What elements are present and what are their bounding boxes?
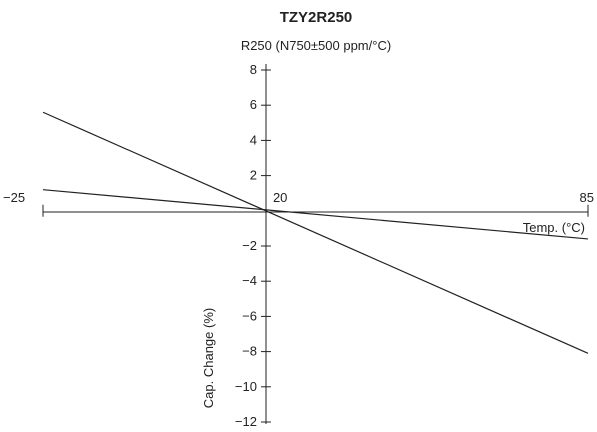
- x-axis-title: Temp. (°C): [523, 220, 585, 235]
- y-tick-label: −2: [242, 238, 257, 253]
- chart-subtitle: R250 (N750±500 ppm/°C): [241, 38, 391, 53]
- y-tick-label: −10: [235, 379, 257, 394]
- x-tick-label: −25: [3, 190, 25, 205]
- y-tick-label: −6: [242, 308, 257, 323]
- axes: [43, 64, 588, 424]
- ticks: 8 6 4 2 −2 −4 −6 −8 −10 −12 −25 20 85: [3, 62, 594, 429]
- y-tick-label: −8: [242, 344, 257, 359]
- y-axis-title: Cap. Change (%): [201, 308, 216, 408]
- x-tick-label: 85: [580, 190, 594, 205]
- y-tick-label: 8: [250, 62, 257, 77]
- series-line-1: [42, 111, 589, 354]
- series-line-2: [42, 189, 589, 240]
- y-tick-label: −4: [242, 273, 257, 288]
- y-tick-label: 6: [250, 97, 257, 112]
- y-tick-label: 4: [250, 132, 257, 147]
- y-tick-label: −12: [235, 414, 257, 429]
- series-lines: [42, 111, 589, 354]
- chart-title: TZY2R250: [280, 9, 353, 26]
- x-tick-label: 20: [273, 190, 287, 205]
- y-tick-label: 2: [250, 168, 257, 183]
